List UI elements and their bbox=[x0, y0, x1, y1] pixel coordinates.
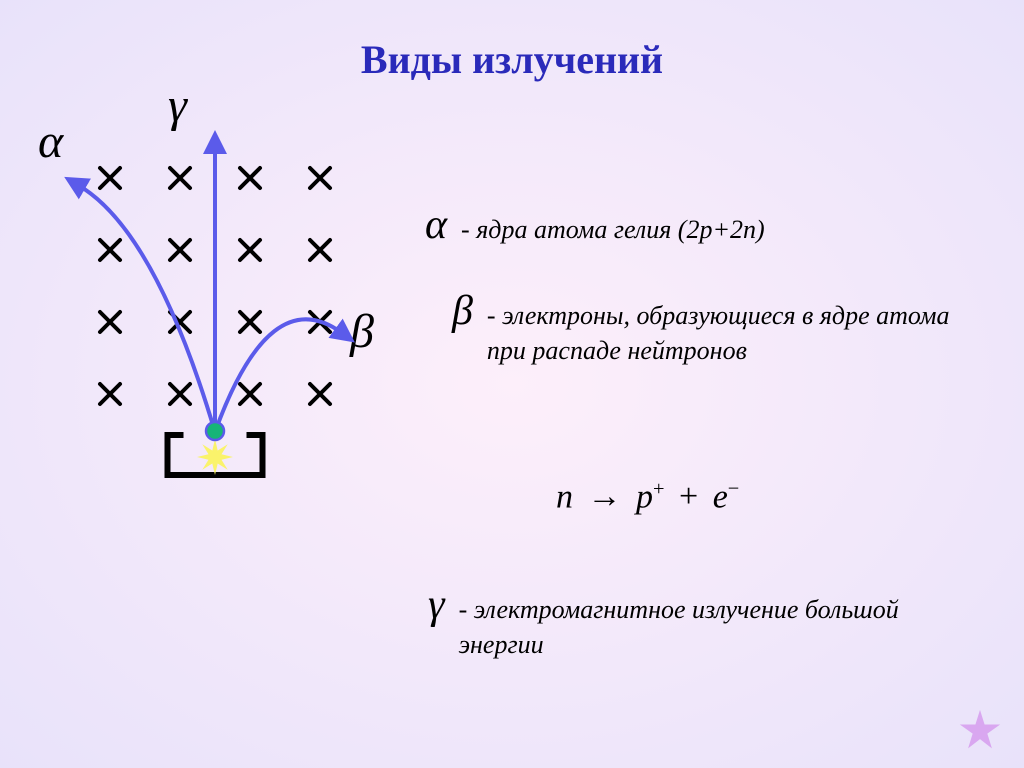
beta-definition-text: - электроны, образующиеся в ядре атома п… bbox=[487, 290, 972, 368]
formula-p-sup: + bbox=[653, 478, 665, 500]
formula-arrow: → bbox=[582, 478, 628, 515]
formula-e-sup: − bbox=[728, 478, 740, 500]
formula-plus: + bbox=[673, 478, 704, 515]
formula-p: p bbox=[636, 478, 653, 515]
alpha-definition-row: α - ядра атома гелия (2p+2n) bbox=[425, 204, 965, 247]
beta-ray bbox=[215, 319, 342, 432]
next-slide-star-icon[interactable] bbox=[958, 708, 1002, 752]
formula-e: e bbox=[713, 478, 728, 515]
radiation-source bbox=[168, 422, 263, 475]
gamma-symbol: γ bbox=[428, 584, 445, 626]
neutron-decay-formula: n → p+ + e− bbox=[556, 478, 739, 516]
alpha-definition-text: - ядра атома гелия (2p+2n) bbox=[461, 204, 765, 247]
beta-definition-row: β - электроны, образующиеся в ядре атома… bbox=[452, 290, 972, 368]
alpha-ray bbox=[78, 185, 215, 432]
alpha-symbol: α bbox=[425, 204, 447, 246]
beta-symbol: β bbox=[452, 290, 473, 332]
gamma-definition-text: - электромагнитное излучение большой эне… bbox=[459, 584, 968, 662]
gamma-definition-row: γ - электромагнитное излучение большой э… bbox=[428, 584, 968, 662]
formula-n: n bbox=[556, 478, 573, 515]
